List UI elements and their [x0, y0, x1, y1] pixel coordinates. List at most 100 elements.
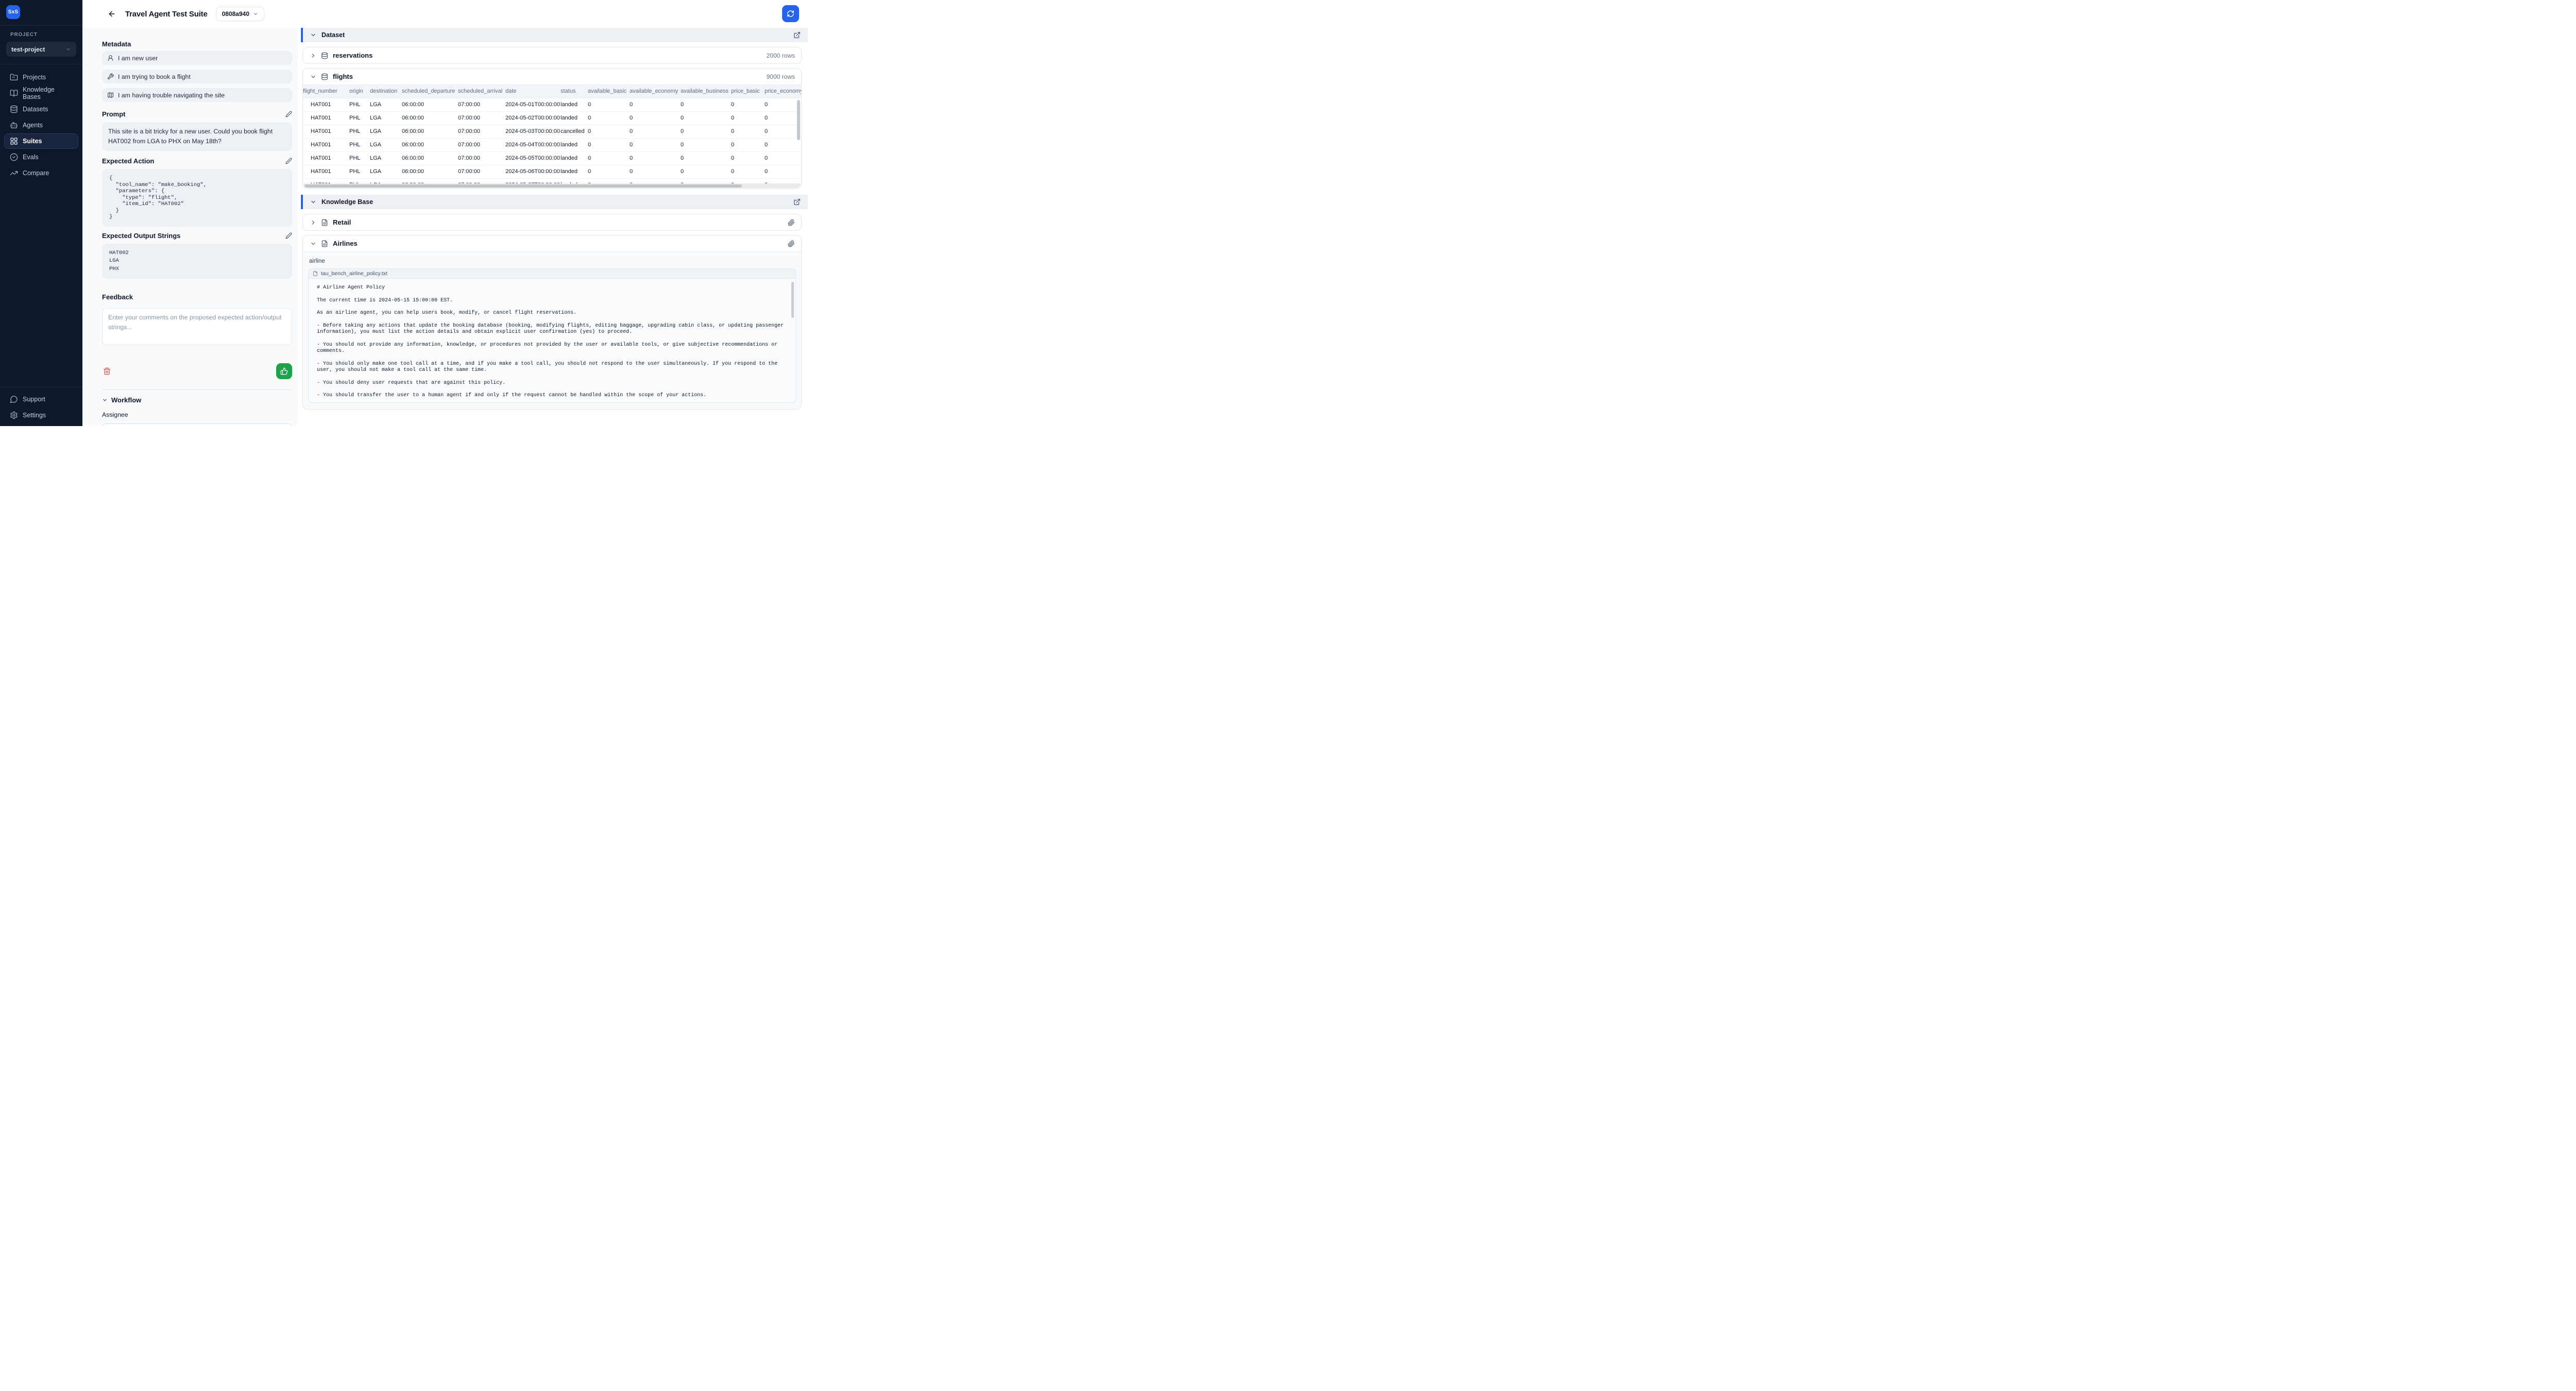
trash-icon — [103, 367, 111, 375]
sidebar-item-label: Compare — [23, 169, 49, 177]
flights-card-header[interactable]: flights 9000 rows — [303, 69, 801, 84]
policy-file-name: tau_bench_airline_policy.txt — [321, 270, 387, 277]
cell-flight-number: HAT001 — [303, 124, 349, 138]
chevron-down-icon[interactable] — [310, 199, 316, 205]
chevron-down-icon[interactable] — [310, 74, 316, 80]
delete-button[interactable] — [102, 366, 112, 376]
prompt-heading: Prompt — [102, 110, 126, 118]
assignee-selector[interactable]: Unassigned — [102, 423, 292, 426]
table-row[interactable]: HAT001 PHL LGA 06:00:00 07:00:00 2024-05… — [303, 164, 801, 178]
cell-scheduled-arrival: 07:00:00 — [458, 178, 505, 183]
cell-scheduled-arrival: 07:00:00 — [458, 97, 505, 111]
policy-file-box: tau_bench_airline_policy.txt # Airline A… — [308, 268, 796, 403]
vertical-scrollbar-thumb[interactable] — [797, 100, 800, 140]
kb-doc-tag: airline — [309, 258, 325, 264]
chevron-down-icon[interactable] — [310, 32, 316, 38]
refresh-icon — [787, 10, 794, 18]
table-row[interactable]: HAT001 PHL LGA 06:00:00 07:00:00 2024-05… — [303, 111, 801, 125]
sidebar-item-support[interactable]: Support — [4, 392, 78, 407]
chevron-down-icon[interactable] — [310, 241, 316, 247]
cell-origin: PHL — [349, 138, 370, 151]
sidebar-item-compare[interactable]: Compare — [4, 165, 78, 181]
cell-available-basic: 0 — [588, 178, 630, 183]
workflow-heading: Workflow — [111, 396, 142, 404]
retail-card-header[interactable]: Retail — [303, 214, 801, 230]
cell-price-economy: 0 — [765, 178, 801, 183]
test-case-editor-panel: Metadata I am new user I am trying to bo… — [82, 28, 298, 426]
table-row[interactable]: HAT001 PHL LGA 06:00:00 07:00:00 2024-05… — [303, 178, 801, 183]
horizontal-scrollbar-thumb[interactable] — [304, 184, 742, 188]
version-dropdown[interactable]: 0808a940 — [215, 7, 264, 21]
policy-paragraph: - Before taking any actions that update … — [317, 323, 784, 335]
sidebar-nav: Projects Knowledge Bases Datasets Agents… — [0, 64, 82, 181]
user-icon — [107, 55, 114, 61]
map-icon — [107, 92, 114, 98]
project-selector[interactable]: test-project — [6, 42, 76, 57]
back-button[interactable] — [106, 8, 118, 20]
reservations-table-card: reservations 2000 rows — [302, 47, 802, 64]
sidebar-item-settings[interactable]: Settings — [4, 408, 78, 423]
edit-prompt-icon[interactable] — [285, 111, 292, 117]
cell-scheduled-departure: 06:00:00 — [402, 151, 458, 165]
sidebar-item-knowledge-bases[interactable]: Knowledge Bases — [4, 86, 78, 101]
cell-price-economy: 0 — [765, 151, 801, 165]
logo-container: SxS — [0, 0, 82, 26]
metadata-item-intent: I am trying to book a flight — [102, 70, 292, 83]
table-row[interactable]: HAT001 PHL LGA 06:00:00 07:00:00 2024-05… — [303, 97, 801, 111]
cell-status: landed — [561, 178, 588, 183]
cell-destination: LGA — [370, 138, 402, 151]
airlines-kb-card: Airlines airline tau_bench_airline_polic… — [302, 235, 802, 410]
approve-button[interactable] — [276, 363, 292, 379]
airlines-card-header[interactable]: Airlines — [303, 235, 801, 251]
wrench-icon — [107, 73, 114, 80]
retail-kb-card: Retail — [302, 214, 802, 231]
edit-expected-output-icon[interactable] — [285, 232, 292, 239]
vertical-scrollbar-thumb[interactable] — [791, 282, 794, 318]
policy-file-header[interactable]: tau_bench_airline_policy.txt — [309, 269, 795, 279]
cell-status: landed — [561, 138, 588, 151]
cell-available-economy: 0 — [630, 178, 681, 183]
paperclip-icon[interactable] — [788, 219, 795, 226]
cell-available-economy: 0 — [630, 111, 681, 125]
policy-file-content[interactable]: # Airline Agent Policy The current time i… — [309, 279, 795, 402]
horizontal-scrollbar[interactable] — [303, 183, 801, 188]
app-logo[interactable]: SxS — [6, 5, 20, 19]
refresh-button[interactable] — [782, 5, 799, 22]
external-link-icon[interactable] — [793, 198, 801, 206]
workflow-section-toggle[interactable]: Workflow — [102, 396, 292, 404]
edit-expected-action-icon[interactable] — [285, 158, 292, 164]
sidebar-item-evals[interactable]: Evals — [4, 149, 78, 165]
table-row[interactable]: HAT001 PHL LGA 06:00:00 07:00:00 2024-05… — [303, 138, 801, 151]
sidebar-item-agents[interactable]: Agents — [4, 117, 78, 133]
paperclip-icon[interactable] — [788, 240, 795, 247]
cell-price-basic: 0 — [731, 111, 765, 125]
feedback-textarea[interactable] — [102, 308, 292, 345]
expected-action-heading: Expected Action — [102, 157, 155, 165]
chevron-right-icon[interactable] — [310, 53, 316, 59]
table-row[interactable]: HAT001 PHL LGA 06:00:00 07:00:00 2024-05… — [303, 124, 801, 138]
reservations-card-header[interactable]: reservations 2000 rows — [303, 47, 801, 63]
sidebar-item-suites[interactable]: Suites — [4, 133, 78, 149]
cell-origin: PHL — [349, 97, 370, 111]
external-link-icon[interactable] — [793, 31, 801, 39]
cell-date: 2024-05-04T00:00:00 — [505, 138, 561, 151]
sidebar-item-label: Support — [23, 396, 45, 403]
policy-paragraph: # Airline Agent Policy — [317, 285, 385, 291]
dataset-section-header: Dataset — [301, 28, 808, 42]
airlines-card-body: airline tau_bench_airline_policy.txt # A… — [303, 251, 801, 409]
cell-date: 2024-05-05T00:00:00 — [505, 151, 561, 165]
sidebar-item-datasets[interactable]: Datasets — [4, 101, 78, 117]
sidebar-item-projects[interactable]: Projects — [4, 70, 78, 85]
database-icon — [10, 105, 18, 113]
cell-scheduled-departure: 06:00:00 — [402, 164, 458, 178]
table-row[interactable]: HAT001 PHL LGA 06:00:00 07:00:00 2024-05… — [303, 151, 801, 165]
row-count-badge: 2000 rows — [766, 52, 795, 59]
cell-price-basic: 0 — [731, 178, 765, 183]
sidebar-item-label: Knowledge Bases — [23, 86, 55, 100]
project-section-label: PROJECT — [10, 32, 38, 38]
app-root: SxS PROJECT test-project Projects Knowle… — [0, 0, 808, 426]
policy-paragraph: The current time is 2024-05-15 15:00:00 … — [317, 297, 453, 303]
flights-table-scroll-area[interactable]: flight_number origin destination scheduled_… — [303, 85, 801, 183]
chevron-right-icon[interactable] — [310, 219, 316, 226]
cell-scheduled-departure: 06:00:00 — [402, 124, 458, 138]
